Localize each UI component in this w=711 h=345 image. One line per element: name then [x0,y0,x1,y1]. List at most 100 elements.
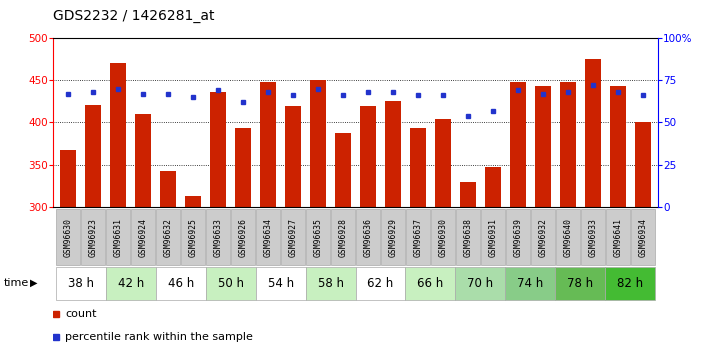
Bar [606,209,630,265]
Bar [381,209,405,265]
Bar [631,209,655,265]
Bar [405,267,455,300]
Text: 82 h: 82 h [617,277,643,290]
Bar [231,209,255,265]
Text: GSM96930: GSM96930 [439,218,447,257]
Text: 74 h: 74 h [517,277,543,290]
Bar [581,209,605,265]
Bar [335,134,351,207]
Text: GSM96929: GSM96929 [388,218,397,257]
Bar [435,119,451,207]
Text: 42 h: 42 h [117,277,144,290]
Text: GSM96925: GSM96925 [188,218,198,257]
Bar [556,209,579,265]
Bar [460,181,476,207]
Bar [205,267,256,300]
Bar [584,59,601,207]
Text: GSM96636: GSM96636 [363,218,373,257]
Text: GSM96637: GSM96637 [413,218,422,257]
Bar [481,209,505,265]
Bar [406,209,430,265]
Text: 62 h: 62 h [368,277,394,290]
Bar [285,106,301,207]
Text: GSM96632: GSM96632 [164,218,173,257]
Text: 50 h: 50 h [218,277,244,290]
Bar [356,267,405,300]
Bar [85,105,102,207]
Text: GSM96927: GSM96927 [289,218,298,257]
Bar [555,267,605,300]
Bar [256,209,280,265]
Text: percentile rank within the sample: percentile rank within the sample [65,332,253,342]
Bar [410,128,426,207]
Text: 54 h: 54 h [267,277,294,290]
Text: GSM96931: GSM96931 [488,218,498,257]
Bar [135,114,151,207]
Text: time: time [4,278,29,288]
Bar [506,209,530,265]
Bar [306,209,330,265]
Text: 38 h: 38 h [68,277,94,290]
Text: GSM96934: GSM96934 [638,218,647,257]
Text: count: count [65,309,97,319]
Text: GSM96923: GSM96923 [89,218,98,257]
Text: GSM96932: GSM96932 [538,218,547,257]
Bar [331,209,355,265]
Bar [506,267,555,300]
Bar [485,167,501,207]
Bar [235,128,251,207]
Text: 46 h: 46 h [168,277,194,290]
Bar [635,122,651,207]
Bar [156,267,205,300]
Text: GSM96638: GSM96638 [464,218,472,257]
Bar [210,92,226,207]
Bar [56,209,80,265]
Text: GDS2232 / 1426281_at: GDS2232 / 1426281_at [53,9,215,23]
Bar [81,209,105,265]
Bar [560,82,576,207]
Bar [609,86,626,207]
Bar [510,82,526,207]
Text: 66 h: 66 h [417,277,444,290]
Bar [156,209,180,265]
Bar [256,267,306,300]
Text: GSM96634: GSM96634 [264,218,272,257]
Text: GSM96928: GSM96928 [338,218,348,257]
Text: 70 h: 70 h [467,277,493,290]
Bar [56,267,106,300]
Bar [535,86,551,207]
Text: ▶: ▶ [30,278,38,288]
Bar [110,63,127,207]
Text: GSM96641: GSM96641 [613,218,622,257]
Text: GSM96639: GSM96639 [513,218,523,257]
Text: 78 h: 78 h [567,277,593,290]
Bar [185,196,201,207]
Bar [385,101,401,207]
Bar [160,171,176,207]
Text: GSM96635: GSM96635 [314,218,323,257]
Bar [356,209,380,265]
Bar [431,209,455,265]
Bar [310,80,326,207]
Bar [60,149,76,207]
Bar [306,267,356,300]
Text: GSM96630: GSM96630 [64,218,73,257]
Bar [281,209,305,265]
Bar [132,209,155,265]
Bar [531,209,555,265]
Text: GSM96924: GSM96924 [139,218,148,257]
Bar [360,106,376,207]
Text: GSM96631: GSM96631 [114,218,123,257]
Bar [106,267,156,300]
Text: GSM96933: GSM96933 [588,218,597,257]
Text: GSM96926: GSM96926 [239,218,247,257]
Bar [605,267,655,300]
Bar [206,209,230,265]
Bar [106,209,130,265]
Bar [260,82,276,207]
Bar [455,267,506,300]
Text: 58 h: 58 h [318,277,343,290]
Text: GSM96633: GSM96633 [213,218,223,257]
Bar [456,209,480,265]
Bar [181,209,205,265]
